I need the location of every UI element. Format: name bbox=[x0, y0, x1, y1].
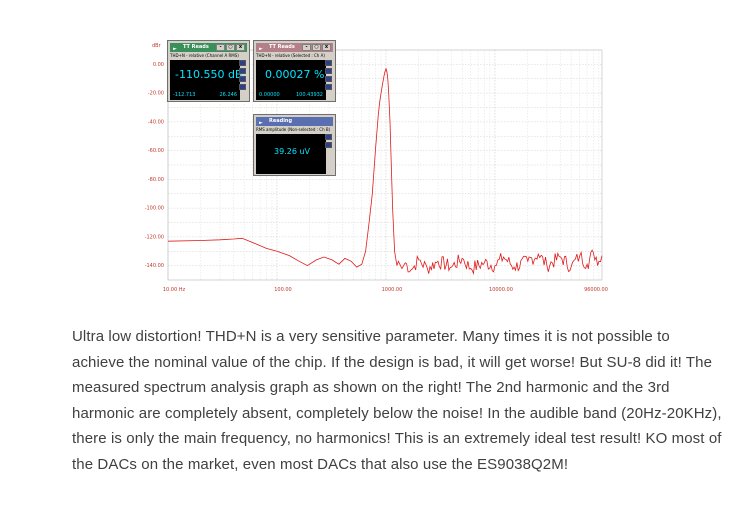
panel-side-toolbar bbox=[325, 60, 333, 92]
minimize-button[interactable]: - bbox=[302, 44, 311, 51]
y-tick-label: -140.00 bbox=[145, 263, 164, 269]
options-button[interactable]: ○ bbox=[226, 44, 235, 51]
x-tick-label: 10.00 Hz bbox=[163, 287, 186, 293]
y-tick-label: -120.00 bbox=[145, 234, 164, 240]
x-tick-label: 10000.00 bbox=[489, 287, 513, 293]
panel-icon: ► bbox=[259, 120, 263, 126]
expand-icon[interactable] bbox=[239, 84, 246, 90]
settings-icon[interactable] bbox=[325, 76, 332, 82]
rms-amplitude-value: 39.26 uV bbox=[274, 147, 310, 156]
y-axis-ticks: 0.00 -20.00 -40.00 -60.00 -80.00 -100.00 -120.… bbox=[145, 62, 164, 269]
thd-db-value: -110.550 dB bbox=[175, 68, 243, 81]
minimize-button[interactable]: - bbox=[216, 44, 225, 51]
panel-subtitle: RMS amplitude (Non-selected : Ch B) bbox=[256, 127, 331, 132]
panel-title-bar[interactable]: ► TT Reads - ○ x bbox=[256, 43, 333, 52]
meter-icon[interactable] bbox=[239, 68, 246, 74]
panel-display: 39.26 uV bbox=[256, 134, 326, 174]
thd-percent-reading-panel[interactable]: ► TT Reads - ○ x THD+N - relative (Selecte… bbox=[253, 40, 336, 102]
x-tick-label: 96000.00 bbox=[584, 287, 608, 293]
settings-icon[interactable] bbox=[239, 76, 246, 82]
panel-display: -110.550 dB -112.713 26.246 bbox=[170, 60, 243, 100]
y-tick-label: -100.00 bbox=[145, 206, 164, 212]
range-min-value: 0.00000 bbox=[259, 92, 280, 98]
panel-title-bar[interactable]: ► TT Reads - ○ x bbox=[170, 43, 247, 52]
chart-icon[interactable] bbox=[325, 134, 332, 140]
y-tick-label: -40.00 bbox=[148, 119, 164, 125]
x-tick-label: 100.00 bbox=[274, 287, 292, 293]
panel-icon: ► bbox=[173, 46, 177, 52]
series-line bbox=[167, 67, 603, 275]
panel-subtitle: THD+N - relative (Channel A RMS) bbox=[170, 53, 239, 58]
spectrum-chart: 0.00-20.00-40.00-60.00-80.00-100.00-120.… bbox=[145, 43, 608, 293]
description-text: Ultra low distortion! THD+N is a very se… bbox=[72, 328, 722, 473]
chart-icon[interactable] bbox=[239, 60, 246, 66]
y-tick-label: -80.00 bbox=[148, 177, 164, 183]
panel-title: TT Reads bbox=[269, 44, 295, 50]
y-tick-label: 0.00 bbox=[153, 62, 164, 68]
panel-display: 0.00027 % 0.00000 100.43932 bbox=[256, 60, 326, 100]
panel-side-toolbar bbox=[325, 134, 333, 150]
close-button[interactable]: x bbox=[236, 44, 245, 51]
range-max-value: 26.246 bbox=[219, 92, 238, 98]
x-tick-label: 1000.00 bbox=[382, 287, 403, 293]
close-button[interactable]: x bbox=[322, 44, 331, 51]
expand-icon[interactable] bbox=[325, 84, 332, 90]
range-min-value: -112.713 bbox=[173, 92, 196, 98]
panel-icon: ► bbox=[259, 46, 263, 52]
y-tick-label: -20.00 bbox=[148, 91, 164, 97]
panel-subtitle: THD+N - relative (Selected : Ch A) bbox=[256, 53, 325, 58]
meter-icon[interactable] bbox=[325, 68, 332, 74]
panel-side-toolbar bbox=[239, 60, 247, 92]
panel-title: TT Reads bbox=[183, 44, 209, 50]
panel-title: Reading bbox=[269, 118, 293, 124]
y-axis-label: dBr bbox=[152, 43, 162, 49]
thd-db-reading-panel[interactable]: ► TT Reads - ○ x THD+N - relative (Channel… bbox=[167, 40, 250, 102]
options-button[interactable]: ○ bbox=[312, 44, 321, 51]
range-max-value: 100.43932 bbox=[295, 92, 323, 98]
y-tick-label: -60.00 bbox=[148, 148, 164, 154]
rms-amplitude-panel[interactable]: ► Reading RMS amplitude (Non-selected : … bbox=[253, 114, 336, 176]
meter-icon[interactable] bbox=[325, 142, 332, 148]
thd-percent-value: 0.00027 % bbox=[265, 68, 325, 81]
x-axis-ticks: 10.00 Hz 100.00 1000.00 10000.00 96000.00 bbox=[163, 287, 608, 293]
chart-icon[interactable] bbox=[325, 60, 332, 66]
panel-title-bar[interactable]: ► Reading bbox=[256, 117, 333, 126]
